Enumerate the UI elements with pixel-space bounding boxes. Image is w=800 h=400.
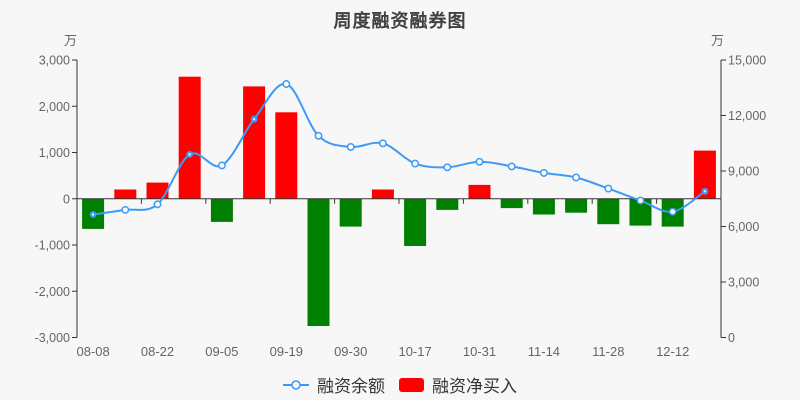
x-axis-label: 11-14 xyxy=(528,344,560,359)
line-series-icon xyxy=(283,379,309,390)
x-axis-label: 10-17 xyxy=(398,344,431,359)
x-axis-label: 08-08 xyxy=(76,344,109,359)
bar-1 xyxy=(114,189,137,199)
legend-item-financing-balance[interactable]: 融资余额 xyxy=(283,372,385,397)
line-marker-hollow xyxy=(217,161,226,170)
bar-19 xyxy=(693,150,716,199)
x-axis-label: 09-05 xyxy=(205,344,238,359)
left-axis-tick-label: 1,000 xyxy=(39,146,70,160)
right-axis-tick-label: 0 xyxy=(728,331,735,345)
x-axis-label: 08-22 xyxy=(141,344,174,359)
line-marker-hollow xyxy=(636,196,645,205)
x-axis-label: 11-28 xyxy=(592,344,624,359)
bar-3 xyxy=(178,76,201,199)
right-axis-tick-label: 3,000 xyxy=(728,276,759,290)
left-axis-tick-label: -1,000 xyxy=(35,239,70,253)
line-marker-hollow xyxy=(572,173,581,182)
bar-11 xyxy=(436,198,459,210)
line-marker-hollow xyxy=(668,207,677,216)
line-marker-hollow xyxy=(346,142,355,151)
bar-16 xyxy=(597,198,620,225)
right-axis-tick-label: 12,000 xyxy=(728,109,766,123)
bar-series-icon xyxy=(399,377,424,392)
line-marker-hollow xyxy=(153,200,162,209)
bar-12 xyxy=(468,184,491,199)
line-marker-hollow xyxy=(314,131,323,140)
bar-2 xyxy=(146,182,169,199)
left-axis-tick-label: 3,000 xyxy=(39,54,70,68)
right-axis-tick-label: 9,000 xyxy=(728,165,759,179)
bar-7 xyxy=(307,198,330,326)
line-marker-hollow xyxy=(411,159,420,168)
bar-15 xyxy=(565,198,588,213)
left-axis-unit: 万 xyxy=(64,33,78,48)
x-axis-label: 10-31 xyxy=(463,344,496,359)
line-marker-hollow xyxy=(378,139,387,148)
x-axis-label: 12-12 xyxy=(656,344,689,359)
line-marker-hollow xyxy=(282,80,291,88)
bar-5 xyxy=(243,86,266,199)
right-axis-unit: 万 xyxy=(711,33,725,48)
x-axis-label: 09-19 xyxy=(270,344,303,359)
bar-10 xyxy=(404,198,427,246)
line-marker-hollow xyxy=(121,205,130,214)
line-marker-center-dot xyxy=(92,213,95,216)
chart-title: 周度融资融券图 xyxy=(333,11,467,31)
bar-6 xyxy=(275,112,298,199)
bar-9 xyxy=(371,189,394,199)
left-axis-tick-label: 2,000 xyxy=(39,100,70,114)
line-marker-hollow xyxy=(539,168,548,177)
legend-label-net-financing-buy: 融资净买入 xyxy=(432,377,517,396)
bar-13 xyxy=(500,198,523,209)
chart-legend: 融资余额 融资净买入 xyxy=(0,372,800,397)
line-marker-hollow xyxy=(507,162,516,171)
right-axis-tick-label: 6,000 xyxy=(728,220,759,234)
bar-14 xyxy=(532,198,555,215)
right-axis-tick-label: 15,000 xyxy=(728,54,766,68)
left-axis-tick-label: -2,000 xyxy=(35,285,70,299)
line-marker-hollow xyxy=(443,163,452,172)
bar-17 xyxy=(629,198,652,226)
line-marker-center-dot xyxy=(253,118,256,121)
legend-label-financing-balance: 融资余额 xyxy=(317,377,385,396)
line-marker-center-dot xyxy=(188,153,191,156)
line-marker-hollow xyxy=(475,157,484,166)
left-axis-tick-label: -3,000 xyxy=(35,331,70,345)
line-marker-center-dot xyxy=(703,190,707,193)
x-axis-label: 09-30 xyxy=(334,344,367,359)
bar-8 xyxy=(339,198,362,227)
bar-4 xyxy=(210,198,233,222)
line-marker-hollow xyxy=(604,184,613,193)
legend-item-net-financing-buy[interactable]: 融资净买入 xyxy=(399,372,517,397)
left-axis-tick-label: 0 xyxy=(63,192,70,206)
